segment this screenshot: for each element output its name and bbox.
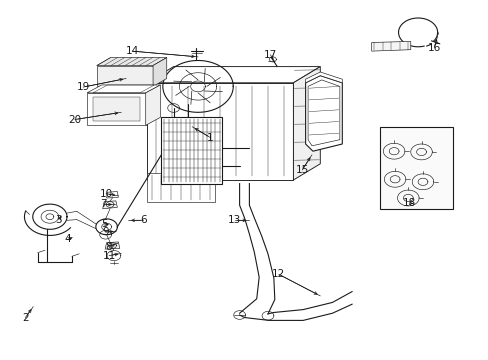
Text: 6: 6 [140,215,146,225]
Polygon shape [97,58,166,66]
Polygon shape [105,242,120,249]
Text: 7: 7 [100,199,107,210]
Polygon shape [102,201,117,209]
Text: 4: 4 [64,234,71,244]
Polygon shape [161,117,222,184]
Polygon shape [380,127,452,209]
Text: 19: 19 [76,82,90,92]
Text: 15: 15 [295,165,308,175]
Text: 5: 5 [101,219,107,229]
Polygon shape [93,97,140,121]
Polygon shape [146,173,215,202]
Text: 1: 1 [206,132,213,143]
Text: 2: 2 [22,312,29,323]
Polygon shape [146,83,293,180]
Text: 20: 20 [68,114,81,125]
Text: 9: 9 [102,227,109,237]
Text: 14: 14 [125,46,139,56]
Polygon shape [293,67,320,180]
Polygon shape [106,192,118,198]
Text: 8: 8 [105,242,112,252]
Text: 13: 13 [227,215,241,225]
Polygon shape [87,85,160,93]
Text: 11: 11 [102,251,116,261]
Polygon shape [87,93,145,125]
Polygon shape [97,66,153,86]
Text: 18: 18 [402,198,416,208]
Text: 12: 12 [271,269,285,279]
Text: 16: 16 [427,42,440,53]
Text: 3: 3 [55,215,62,225]
Polygon shape [146,67,320,83]
Polygon shape [305,72,342,83]
Text: 10: 10 [100,189,112,199]
Polygon shape [153,58,166,86]
Polygon shape [371,41,410,51]
Polygon shape [145,85,160,125]
Text: 17: 17 [263,50,277,60]
Polygon shape [305,76,342,151]
